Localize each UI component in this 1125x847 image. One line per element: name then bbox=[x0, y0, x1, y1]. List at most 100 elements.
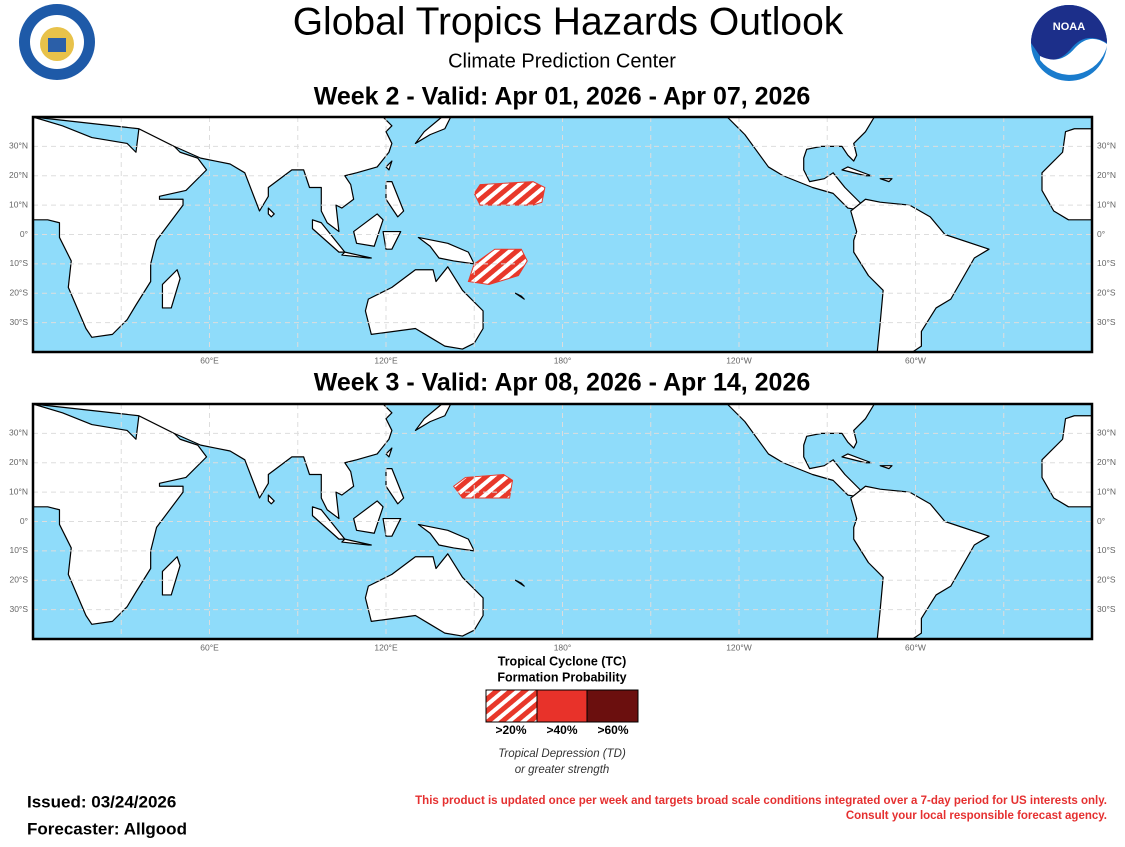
map: Week 2 - Valid: Apr 01, 2026 - Apr 07, 2… bbox=[9, 83, 1116, 366]
lon-label: 60°E bbox=[200, 642, 219, 652]
map: Week 3 - Valid: Apr 08, 2026 - Apr 14, 2… bbox=[9, 369, 1116, 653]
land bbox=[353, 213, 384, 247]
land bbox=[1041, 415, 1093, 508]
land bbox=[385, 181, 405, 218]
land bbox=[161, 269, 181, 309]
lat-label: 10°S bbox=[9, 258, 28, 268]
lon-label: 120°E bbox=[374, 355, 398, 365]
disclaimer: This product is updated once per week an… bbox=[415, 795, 1107, 807]
lat-label: 20°N bbox=[1097, 457, 1116, 467]
map-title: Week 3 - Valid: Apr 08, 2026 - Apr 14, 2… bbox=[314, 369, 811, 397]
land bbox=[726, 116, 875, 212]
subtitle: Climate Prediction Center bbox=[448, 50, 676, 72]
legend-swatch bbox=[586, 689, 639, 723]
maps: Week 2 - Valid: Apr 01, 2026 - Apr 07, 2… bbox=[9, 83, 1116, 653]
land bbox=[32, 116, 393, 233]
map-title: Week 2 - Valid: Apr 01, 2026 - Apr 07, 2… bbox=[314, 83, 811, 111]
lat-label: 20°S bbox=[9, 288, 28, 298]
map-frame bbox=[31, 402, 1094, 641]
lat-label: 20°S bbox=[9, 575, 28, 585]
lat-label: 30°S bbox=[9, 604, 28, 614]
land bbox=[341, 251, 372, 259]
land bbox=[161, 556, 181, 596]
commerce-seal bbox=[19, 4, 95, 80]
land bbox=[32, 403, 208, 625]
lat-label: 30°N bbox=[1097, 141, 1116, 151]
legend-label: >40% bbox=[546, 723, 577, 737]
land bbox=[267, 207, 275, 218]
legend-note: Tropical Depression (TD) bbox=[498, 748, 626, 760]
land bbox=[417, 523, 475, 552]
legend-title: Tropical Cyclone (TC) bbox=[498, 654, 627, 668]
land bbox=[353, 500, 384, 534]
lon-label: 60°E bbox=[200, 355, 219, 365]
map-frame bbox=[31, 115, 1094, 354]
forecaster: Forecaster: Allgood bbox=[27, 819, 187, 838]
land bbox=[385, 160, 393, 171]
land bbox=[385, 468, 405, 505]
lat-label: 20°N bbox=[1097, 170, 1116, 180]
lon-label: 120°W bbox=[726, 642, 752, 652]
land bbox=[267, 494, 275, 505]
tc-hazard-area bbox=[467, 248, 528, 285]
lat-label: 10°S bbox=[9, 545, 28, 555]
land bbox=[850, 485, 990, 640]
lat-label: 30°N bbox=[9, 141, 28, 151]
lat-label: 10°S bbox=[1097, 545, 1116, 555]
legend-label: >60% bbox=[597, 723, 628, 737]
lat-label: 10°N bbox=[1097, 199, 1116, 209]
lon-label: 180° bbox=[554, 355, 572, 365]
title: Global Tropics Hazards Outlook bbox=[293, 0, 844, 43]
land bbox=[32, 116, 208, 338]
lat-label: 0° bbox=[20, 229, 28, 239]
land bbox=[514, 292, 525, 300]
lat-label: 0° bbox=[20, 516, 28, 526]
noaa-text: NOAA bbox=[1053, 21, 1085, 33]
land bbox=[382, 517, 402, 537]
land bbox=[364, 553, 484, 637]
lat-label: 30°S bbox=[9, 317, 28, 327]
lon-label: 180° bbox=[554, 642, 572, 652]
legend-title: Formation Probability bbox=[497, 670, 626, 684]
legend-swatch bbox=[536, 689, 588, 723]
land bbox=[417, 236, 475, 265]
lat-label: 10°N bbox=[9, 486, 28, 496]
lat-label: 30°S bbox=[1097, 604, 1116, 614]
legend-label: >20% bbox=[495, 723, 526, 737]
lon-label: 120°E bbox=[374, 642, 398, 652]
land bbox=[514, 579, 525, 587]
lat-label: 20°S bbox=[1097, 288, 1116, 298]
land bbox=[1041, 128, 1093, 221]
legend-note: or greater strength bbox=[515, 764, 610, 776]
tc-hazard-area bbox=[473, 181, 546, 206]
lat-label: 10°N bbox=[9, 199, 28, 209]
lon-label: 60°W bbox=[905, 642, 926, 652]
land bbox=[341, 538, 372, 546]
lat-label: 10°S bbox=[1097, 258, 1116, 268]
lat-label: 20°N bbox=[9, 170, 28, 180]
legend-swatch bbox=[485, 689, 538, 723]
lat-label: 30°N bbox=[1097, 428, 1116, 438]
lat-label: 10°N bbox=[1097, 486, 1116, 496]
lat-label: 30°N bbox=[9, 428, 28, 438]
lat-label: 0° bbox=[1097, 229, 1105, 239]
lat-label: 30°S bbox=[1097, 317, 1116, 327]
land bbox=[850, 198, 990, 353]
land bbox=[382, 230, 402, 250]
land bbox=[364, 266, 484, 350]
legend: Tropical Cyclone (TC) Formation Probabil… bbox=[485, 654, 639, 776]
lon-label: 120°W bbox=[726, 355, 752, 365]
disclaimer: Consult your local responsible forecast … bbox=[846, 810, 1107, 822]
land bbox=[879, 178, 893, 183]
land bbox=[311, 506, 346, 540]
land bbox=[385, 447, 393, 458]
land bbox=[726, 403, 875, 499]
issued: Issued: 03/24/2026 bbox=[27, 792, 176, 811]
land bbox=[32, 403, 393, 520]
lat-label: 20°N bbox=[9, 457, 28, 467]
noaa-logo: NOAA bbox=[1031, 5, 1107, 81]
land bbox=[879, 465, 893, 470]
lat-label: 20°S bbox=[1097, 575, 1116, 585]
